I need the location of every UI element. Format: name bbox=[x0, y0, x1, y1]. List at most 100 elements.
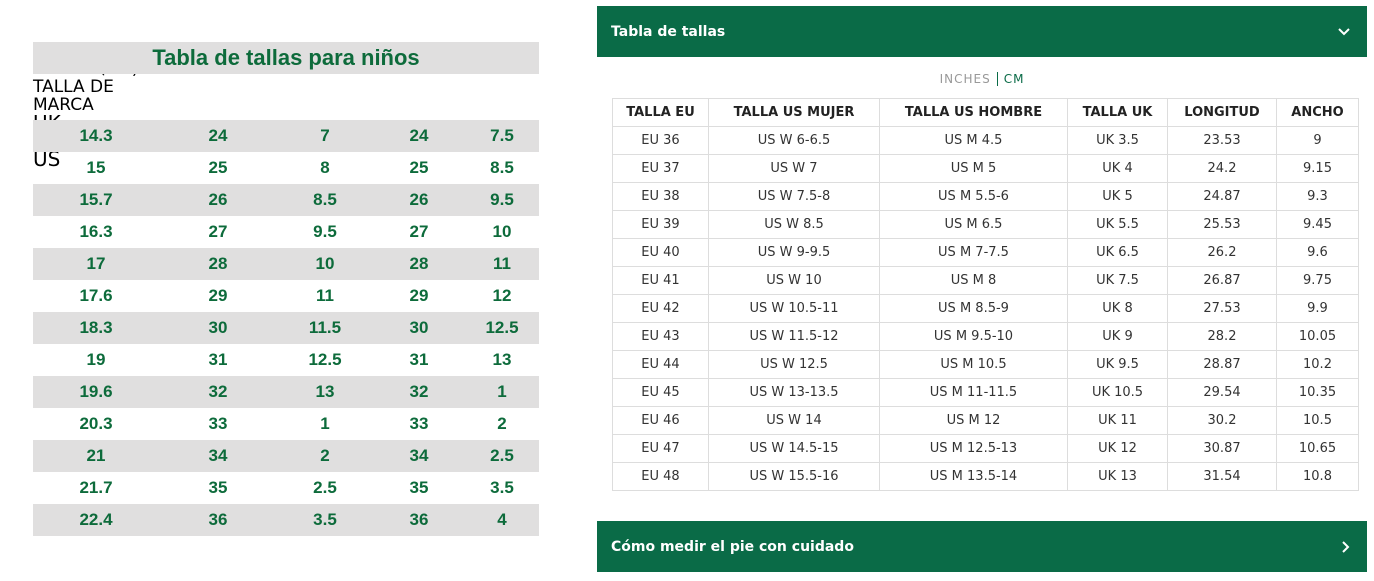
table-cell: EU 44 bbox=[612, 350, 709, 379]
table-cell: 30 bbox=[409, 318, 429, 337]
table-cell: US W 14 bbox=[708, 406, 880, 435]
table-cell: US M 9.5-10 bbox=[879, 322, 1068, 351]
chevron-right bbox=[1342, 540, 1350, 553]
table-cell: 7.5 bbox=[490, 126, 514, 145]
table-cell: 20.3 bbox=[79, 414, 113, 433]
table-row: EU 45 US W 13-13.5 US M 11-11.5 UK 10.5 29.5… bbox=[612, 378, 1359, 407]
table-row: 15.7 26 8.5 26 9.5 bbox=[33, 184, 539, 216]
table-cell: 24 bbox=[409, 126, 429, 145]
table-cell: 32 bbox=[208, 382, 228, 401]
table-cell: 30.87 bbox=[1167, 434, 1277, 463]
table-cell: 28 bbox=[409, 254, 429, 273]
table-cell: US M 11-11.5 bbox=[879, 378, 1068, 407]
table-cell: 8 bbox=[320, 158, 330, 177]
table-cell: UK 5 bbox=[1067, 182, 1168, 211]
table-cell: US M 8 bbox=[879, 266, 1068, 295]
unit-option[interactable]: INCHES bbox=[939, 72, 991, 86]
table-row: EU 37 US W 7 US M 5 UK 4 24.2 9.15 bbox=[612, 154, 1359, 183]
table-cell: 26 bbox=[208, 190, 228, 209]
table-cell: US M 7-7.5 bbox=[879, 238, 1068, 267]
table-cell: US M 5 bbox=[879, 154, 1068, 183]
table-cell: EU 41 bbox=[612, 266, 709, 295]
table-cell: 33 bbox=[208, 414, 228, 433]
table-cell: 9.5 bbox=[313, 222, 337, 241]
table-cell: 11 bbox=[316, 286, 334, 305]
table-row: 15 25 8 25 8.5 bbox=[33, 152, 539, 184]
table-cell: UK 3.5 bbox=[1067, 126, 1168, 155]
table-cell: 27 bbox=[409, 222, 429, 241]
table-cell: 26.2 bbox=[1167, 238, 1277, 267]
table-cell: 10.5 bbox=[1276, 406, 1359, 435]
table-row: EU 36 US W 6-6.5 US M 4.5 UK 3.5 23.53 9 bbox=[612, 126, 1359, 155]
table-cell: US M 5.5-6 bbox=[879, 182, 1068, 211]
table-cell: 10.05 bbox=[1276, 322, 1359, 351]
table-cell: 27.53 bbox=[1167, 294, 1277, 323]
table-cell: EU 39 bbox=[612, 210, 709, 239]
table-cell: 28.2 bbox=[1167, 322, 1277, 351]
table-cell: EU 42 bbox=[612, 294, 709, 323]
table-cell: 10.35 bbox=[1276, 378, 1359, 407]
table-cell: US M 4.5 bbox=[879, 126, 1068, 155]
table-cell: EU 47 bbox=[612, 434, 709, 463]
table-cell: 1 bbox=[497, 382, 507, 401]
table-cell: EU 38 bbox=[612, 182, 709, 211]
table-row: 21 34 2 34 2.5 bbox=[33, 440, 539, 472]
table-cell: US W 14.5-15 bbox=[708, 434, 880, 463]
column-header: TALLA EU bbox=[612, 98, 709, 127]
table-cell: 31 bbox=[409, 350, 429, 369]
table-cell: EU 37 bbox=[612, 154, 709, 183]
table-row: 17 28 10 28 11 bbox=[33, 248, 539, 280]
table-cell: UK 6.5 bbox=[1067, 238, 1168, 267]
table-cell: 26 bbox=[409, 190, 429, 209]
table-cell: 35 bbox=[409, 478, 429, 497]
table-cell: 29.54 bbox=[1167, 378, 1277, 407]
kids-size-table: Tabla de tallas para niños LONGITUDDE PI… bbox=[33, 42, 539, 536]
table-cell: 25 bbox=[208, 158, 228, 177]
table-cell: 21.7 bbox=[79, 478, 113, 497]
table-cell: 36 bbox=[409, 510, 429, 529]
table-cell: EU 46 bbox=[612, 406, 709, 435]
table-cell: US M 8.5-9 bbox=[879, 294, 1068, 323]
table-cell: US W 11.5-12 bbox=[708, 322, 880, 351]
table-cell: 9 bbox=[1276, 126, 1359, 155]
table-cell: EU 45 bbox=[612, 378, 709, 407]
table-cell: EU 40 bbox=[612, 238, 709, 267]
table-cell: 11.5 bbox=[308, 318, 342, 337]
table-row: EU 40 US W 9-9.5 US M 7-7.5 UK 6.5 26.2 9.6 bbox=[612, 238, 1359, 267]
table-cell: 10.2 bbox=[1276, 350, 1359, 379]
table-cell: 31 bbox=[208, 350, 228, 369]
table-cell: 16.3 bbox=[79, 222, 113, 241]
table-cell: 31.54 bbox=[1167, 462, 1277, 491]
table-cell: 25 bbox=[409, 158, 429, 177]
table-row: 19.6 32 13 32 1 bbox=[33, 376, 539, 408]
accordion-header[interactable]: Tabla de tallas bbox=[597, 6, 1367, 57]
table-row: 14.3 24 7 24 7.5 bbox=[33, 120, 539, 152]
table-row: 20.3 33 1 33 2 bbox=[33, 408, 539, 440]
table-cell: UK 8 bbox=[1067, 294, 1168, 323]
table-cell: 2 bbox=[497, 414, 507, 433]
table-row: EU 42 US W 10.5-11 US M 8.5-9 UK 8 27.53 9.9 bbox=[612, 294, 1359, 323]
table-cell: 32 bbox=[409, 382, 429, 401]
table-cell: US M 13.5-14 bbox=[879, 462, 1068, 491]
table-cell: 11 bbox=[493, 254, 511, 273]
kids-table-title: Tabla de tallas para niños bbox=[152, 45, 420, 70]
table-row: 21.7 35 2.5 35 3.5 bbox=[33, 472, 539, 504]
table-cell: 18.3 bbox=[79, 318, 113, 337]
unit-option[interactable]: CM bbox=[996, 72, 1031, 86]
table-cell: 17 bbox=[86, 254, 106, 273]
column-header: TALLA US HOMBRE bbox=[879, 98, 1068, 127]
table-cell: 2.5 bbox=[313, 478, 337, 497]
accordion-title: Tabla de tallas bbox=[611, 23, 726, 40]
table-cell: 9.3 bbox=[1276, 182, 1359, 211]
table-row: 19 31 12.5 31 13 bbox=[33, 344, 539, 376]
table-cell: 28.87 bbox=[1167, 350, 1277, 379]
table-cell: UK 7.5 bbox=[1067, 266, 1168, 295]
table-cell: EU 48 bbox=[612, 462, 709, 491]
table-row: EU 48 US W 15.5-16 US M 13.5-14 UK 13 31.54 1… bbox=[612, 462, 1359, 491]
table-cell: 24 bbox=[208, 126, 228, 145]
table-cell: 28 bbox=[208, 254, 228, 273]
table-cell: 8.5 bbox=[313, 190, 337, 209]
chevron-down bbox=[1338, 27, 1350, 35]
accordion-header[interactable]: Cómo medir el pie con cuidado bbox=[597, 521, 1367, 572]
